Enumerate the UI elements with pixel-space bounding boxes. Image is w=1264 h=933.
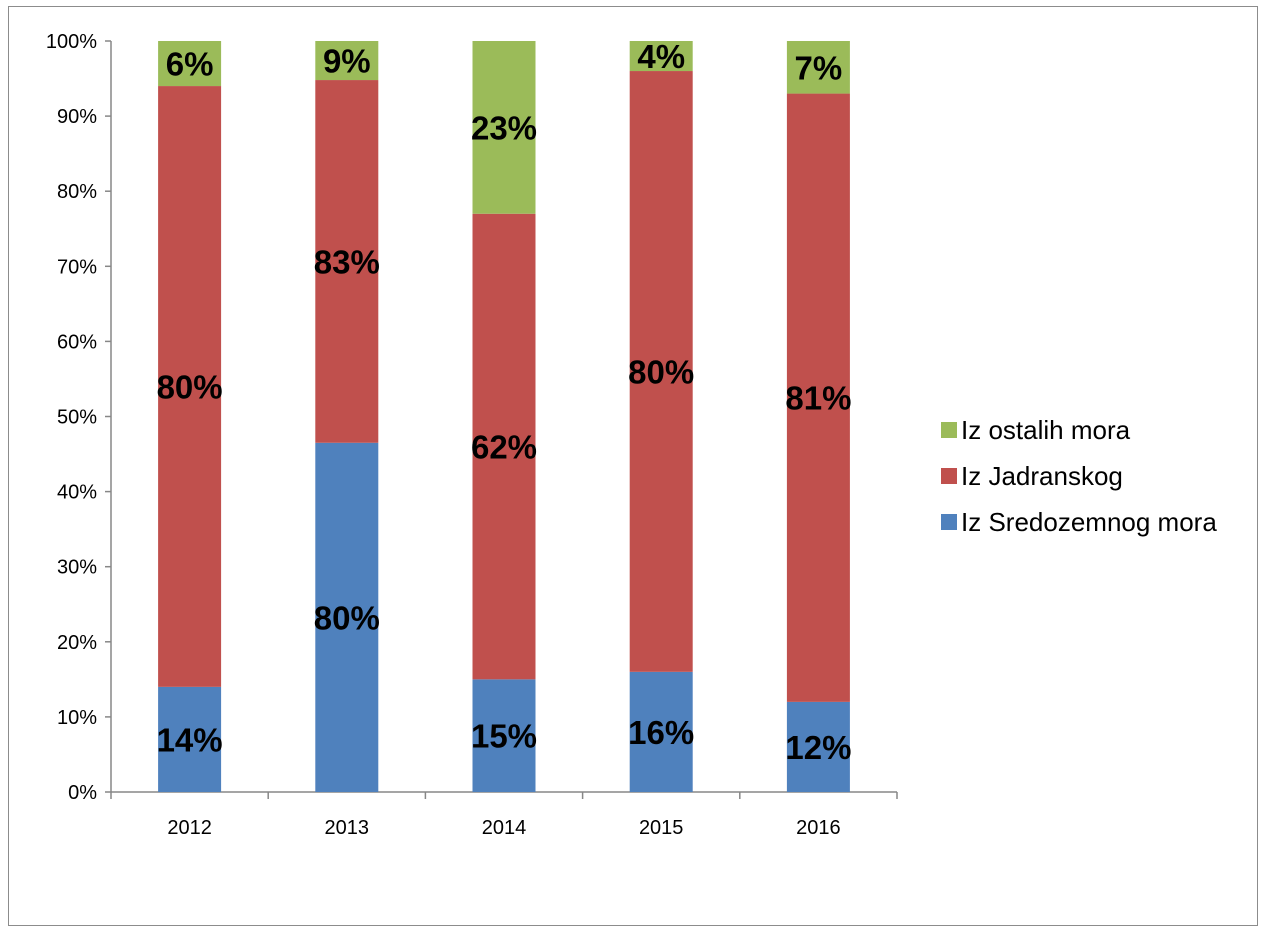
bar-segment: [158, 41, 222, 87]
bar-segment: [786, 93, 850, 702]
bar-segment: [158, 86, 222, 687]
x-tick-label: 2013: [325, 817, 370, 839]
legend-swatch: [941, 422, 957, 438]
data-label: 80%: [628, 353, 694, 390]
data-label: 62%: [471, 429, 537, 466]
data-label: 12%: [785, 729, 851, 766]
data-label: 9%: [323, 43, 371, 80]
y-tick-label: 80%: [57, 181, 97, 203]
bar-segment: [472, 213, 536, 680]
bar-segment: [472, 41, 536, 214]
y-tick-label: 90%: [57, 106, 97, 128]
y-tick-label: 40%: [57, 482, 97, 504]
data-label: 81%: [785, 380, 851, 417]
bar-segment: [629, 671, 693, 792]
bar-segment: [158, 686, 222, 792]
data-label: 15%: [471, 718, 537, 755]
x-tick-label: 2015: [639, 817, 684, 839]
y-tick-label: 30%: [57, 557, 97, 579]
legend-swatch: [941, 468, 957, 484]
bar-segment: [315, 41, 379, 81]
y-tick-label: 60%: [57, 331, 97, 353]
y-tick-label: 20%: [57, 632, 97, 654]
bar-segment: [472, 679, 536, 792]
x-tick-label: 2016: [796, 817, 841, 839]
bar-segment: [315, 80, 379, 443]
data-label: 16%: [628, 714, 694, 751]
data-label: 80%: [314, 599, 380, 636]
legend-label: Iz Sredozemnog mora: [961, 507, 1217, 537]
data-label: 23%: [471, 109, 537, 146]
legend-label: Iz Jadranskog: [961, 461, 1123, 491]
data-label: 7%: [795, 49, 843, 86]
y-tick-label: 50%: [57, 407, 97, 429]
data-label: 4%: [637, 38, 685, 75]
y-tick-label: 0%: [68, 782, 97, 804]
y-tick-label: 100%: [46, 31, 97, 53]
bar-segment: [786, 41, 850, 94]
data-label: 14%: [157, 721, 223, 758]
data-label: 83%: [314, 243, 380, 280]
data-label: 80%: [157, 368, 223, 405]
x-tick-label: 2014: [482, 817, 527, 839]
bar-segment: [786, 701, 850, 792]
legend-swatch: [941, 514, 957, 530]
y-tick-label: 70%: [57, 256, 97, 278]
legend-label: Iz ostalih mora: [961, 415, 1131, 445]
y-tick-label: 10%: [57, 707, 97, 729]
bar-segment: [315, 442, 379, 792]
bar-segment: [629, 41, 693, 72]
x-tick-label: 2012: [167, 817, 212, 839]
data-label: 6%: [166, 46, 214, 83]
bar-segment: [629, 71, 693, 672]
